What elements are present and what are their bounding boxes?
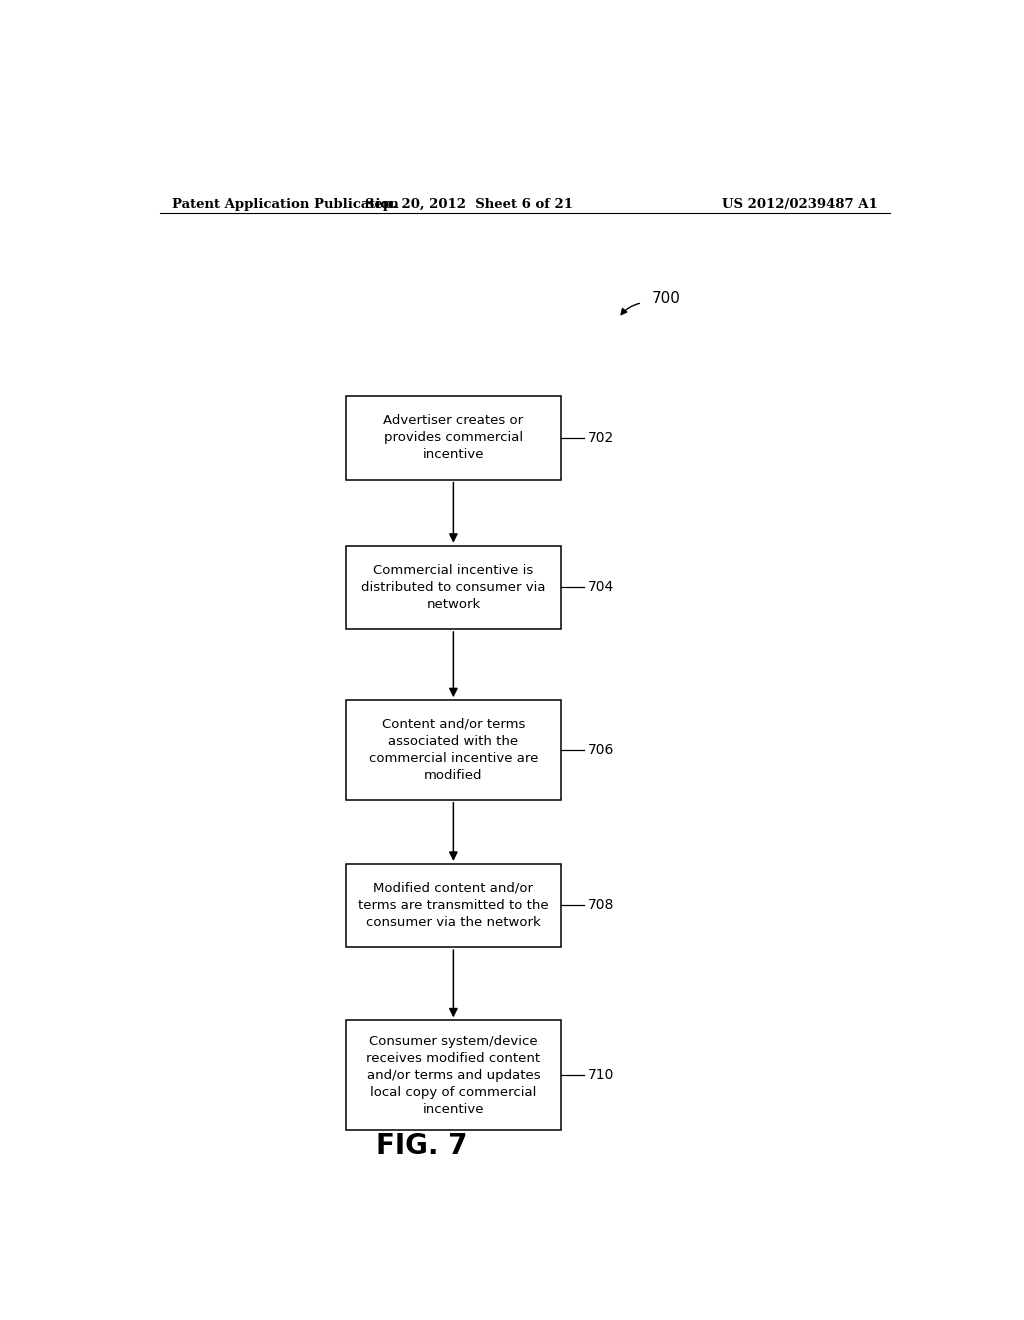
Text: 708: 708: [588, 899, 614, 912]
Text: Commercial incentive is
distributed to consumer via
network: Commercial incentive is distributed to c…: [361, 564, 546, 611]
Text: Patent Application Publication: Patent Application Publication: [172, 198, 398, 211]
Text: Modified content and/or
terms are transmitted to the
consumer via the network: Modified content and/or terms are transm…: [358, 882, 549, 929]
FancyBboxPatch shape: [346, 396, 560, 479]
Text: Sep. 20, 2012  Sheet 6 of 21: Sep. 20, 2012 Sheet 6 of 21: [366, 198, 573, 211]
Text: Content and/or terms
associated with the
commercial incentive are
modified: Content and/or terms associated with the…: [369, 718, 538, 781]
FancyBboxPatch shape: [346, 1020, 560, 1130]
FancyBboxPatch shape: [346, 700, 560, 800]
Text: US 2012/0239487 A1: US 2012/0239487 A1: [722, 198, 878, 211]
Text: 702: 702: [588, 430, 614, 445]
FancyBboxPatch shape: [346, 863, 560, 948]
Text: Consumer system/device
receives modified content
and/or terms and updates
local : Consumer system/device receives modified…: [367, 1035, 541, 1115]
Text: 706: 706: [588, 743, 614, 756]
Text: 710: 710: [588, 1068, 614, 1082]
Text: Advertiser creates or
provides commercial
incentive: Advertiser creates or provides commercia…: [383, 414, 523, 462]
FancyBboxPatch shape: [346, 545, 560, 630]
Text: FIG. 7: FIG. 7: [376, 1133, 467, 1160]
Text: 704: 704: [588, 581, 614, 594]
Text: 700: 700: [652, 292, 681, 306]
